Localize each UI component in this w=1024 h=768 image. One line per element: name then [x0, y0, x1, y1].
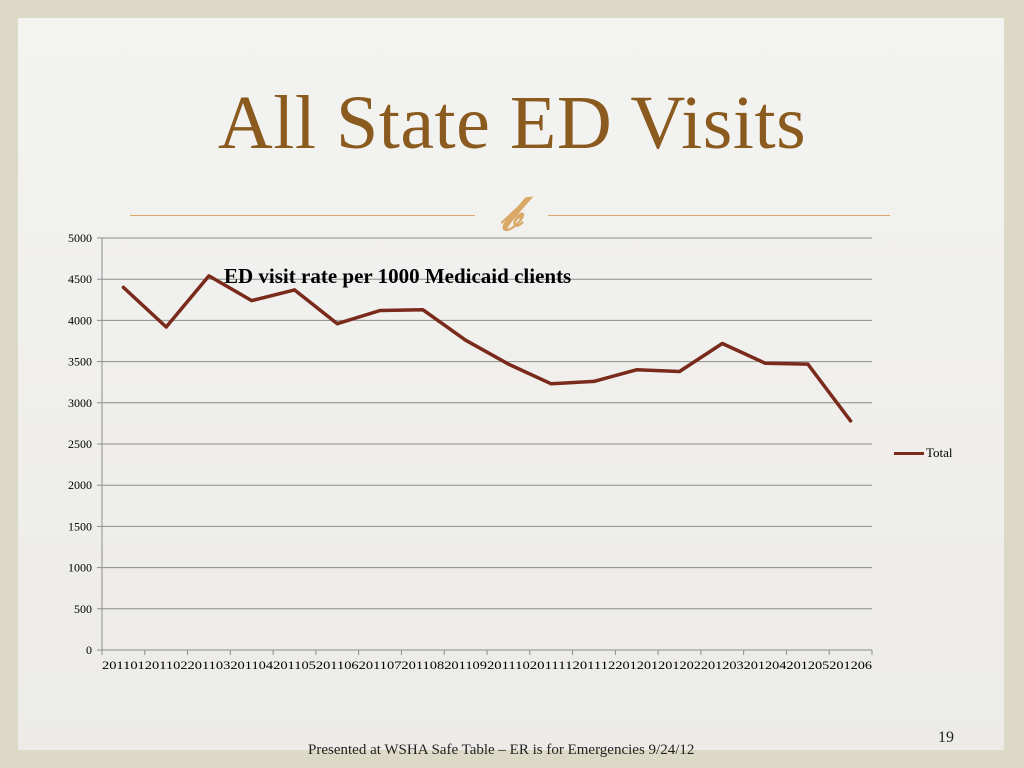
slide-title: All State ED Visits: [217, 81, 807, 165]
y-tick-label-4000: 4000: [68, 313, 92, 327]
chart-series: [121, 274, 853, 423]
series-line-total: [121, 274, 853, 423]
chart-title: ED visit rate per 1000 Medicaid clients: [224, 264, 572, 288]
data-point-201206: [849, 419, 853, 423]
footer-text: Presented at WSHA Safe Table – ER is for…: [308, 742, 695, 758]
data-point-201105: [293, 288, 296, 292]
x-tick-label-201112: 201112: [573, 658, 616, 672]
y-tick-label-2500: 2500: [68, 437, 92, 451]
legend-swatch-total: [894, 451, 924, 455]
chart-axes: [97, 237, 873, 655]
y-tick-label-1000: 1000: [68, 561, 92, 575]
x-tick-label-201107: 201107: [359, 658, 402, 672]
x-tick-label-201101: 201101: [102, 658, 145, 672]
title-divider-left: [130, 215, 475, 216]
data-point-201205: [806, 362, 810, 366]
data-point-201111: [549, 382, 553, 386]
y-tick-label-0: 0: [86, 643, 92, 657]
x-tick-label-201102: 201102: [145, 658, 188, 672]
data-point-201106: [335, 322, 339, 326]
x-tick-label-201205: 201205: [786, 658, 829, 672]
legend-label-total: Total: [926, 445, 953, 460]
y-tick-label-3500: 3500: [68, 355, 92, 369]
x-tick-label-201206: 201206: [829, 658, 872, 672]
title-divider-right: [548, 215, 890, 216]
x-tick-label-201201: 201201: [615, 658, 658, 672]
y-tick-label-5000: 5000: [68, 231, 92, 245]
x-tick-label-201105: 201105: [273, 658, 316, 672]
page-number: 19: [938, 729, 954, 746]
x-tick-label-201104: 201104: [230, 658, 273, 672]
x-tick-label-201203: 201203: [701, 658, 744, 672]
data-point-201109: [464, 338, 468, 342]
y-tick-label-500: 500: [74, 602, 92, 616]
data-point-201102: [164, 325, 168, 329]
data-point-201110: [506, 362, 510, 366]
chart-legend: Total: [894, 445, 953, 461]
x-tick-label-201106: 201106: [316, 658, 359, 672]
y-tick-label-2000: 2000: [68, 478, 92, 492]
x-tick-labels: 201101 201102 201103 201104 201105 201106 2011…: [102, 658, 872, 672]
data-point-201103: [207, 274, 211, 278]
y-tick-label-1500: 1500: [68, 519, 92, 533]
x-tick-label-201111: 201111: [530, 658, 573, 672]
data-point-201202: [678, 369, 681, 373]
chart-gridlines: [102, 237, 872, 610]
flourish-icon: 𝒷: [499, 186, 521, 242]
data-point-201203: [720, 341, 724, 345]
y-tick-label-3000: 3000: [68, 396, 92, 410]
slide-background: [18, 18, 1004, 750]
data-point-201107: [378, 309, 382, 313]
data-point-201104: [250, 299, 254, 303]
x-tick-label-201202: 201202: [658, 658, 701, 672]
data-point-201112: [592, 379, 596, 383]
y-tick-label-4500: 4500: [68, 272, 92, 286]
data-point-201201: [635, 368, 639, 372]
x-tick-label-201108: 201108: [401, 658, 444, 672]
x-tick-label-201109: 201109: [444, 658, 487, 672]
data-point-201108: [421, 308, 425, 312]
x-tick-label-201103: 201103: [188, 658, 231, 672]
x-tick-label-201110: 201110: [487, 658, 530, 672]
y-tick-labels: 0 500 1000 1500 2000 2500 3000 3500 4000 4500 5000: [68, 231, 92, 657]
data-point-201204: [763, 361, 767, 365]
data-point-201101: [121, 285, 125, 289]
x-tick-label-201204: 201204: [744, 658, 787, 672]
